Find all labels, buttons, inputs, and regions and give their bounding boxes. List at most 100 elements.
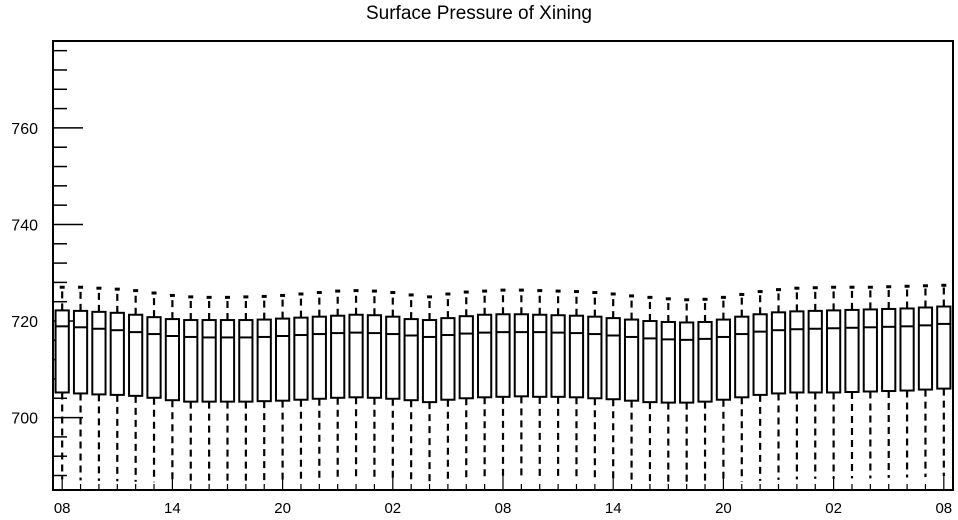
box-plot-item <box>734 292 750 482</box>
x-tick-label: 02 <box>384 500 401 517</box>
iqr-box <box>917 306 934 391</box>
box-plot-item <box>348 289 364 481</box>
box-plot-item <box>862 285 878 479</box>
x-tick-label: 02 <box>825 500 842 517</box>
box-plot-item <box>385 291 401 482</box>
iqr-box <box>330 314 346 399</box>
iqr-box <box>605 317 621 401</box>
iqr-box <box>183 319 199 403</box>
iqr-box <box>91 310 107 396</box>
box-plot-item <box>660 297 676 484</box>
box-plot-item <box>715 295 732 483</box>
box-plot-item <box>293 292 309 482</box>
y-tick-label: 740 <box>11 217 38 234</box>
iqr-box <box>403 318 419 402</box>
box-plot-item <box>219 295 236 484</box>
box-plot-item <box>366 289 383 481</box>
iqr-box <box>274 317 291 402</box>
iqr-box <box>54 309 70 394</box>
box-plot-item <box>477 289 493 481</box>
box-plot-item <box>330 289 346 481</box>
box-plot-item <box>183 295 199 484</box>
box-plot-item <box>752 290 768 481</box>
iqr-box <box>109 311 125 396</box>
iqr-box <box>826 309 842 394</box>
box-plot-item <box>403 293 419 482</box>
x-tick-label: 20 <box>715 500 732 517</box>
iqr-box <box>458 315 474 400</box>
box-plot-item <box>936 283 952 476</box>
iqr-box <box>293 316 309 401</box>
box-plot-item <box>311 291 327 482</box>
box-plot-item <box>128 289 144 482</box>
x-tick-label: 14 <box>605 500 622 517</box>
box-plot-item <box>201 295 217 484</box>
box-plot-item <box>826 285 842 479</box>
box-plot-item <box>109 287 125 482</box>
iqr-box <box>440 317 456 401</box>
iqr-box <box>72 309 89 395</box>
y-tick-label: 760 <box>11 121 38 138</box>
iqr-box <box>642 320 658 404</box>
box-series <box>54 283 952 484</box>
box-plot-item <box>623 294 640 483</box>
iqr-box <box>789 310 805 394</box>
iqr-box <box>679 321 695 404</box>
iqr-box <box>734 315 750 399</box>
box-plot-item <box>844 285 860 479</box>
box-plot-item <box>899 284 915 478</box>
iqr-box <box>201 319 217 403</box>
box-plot-item <box>274 293 291 483</box>
box-plot-item <box>458 290 474 482</box>
y-axis: 700 720 740 760 <box>11 49 83 477</box>
iqr-box <box>752 313 768 396</box>
box-plot-item <box>164 293 181 483</box>
iqr-box <box>128 313 144 397</box>
box-plot-item <box>679 298 695 484</box>
x-tick-label: 14 <box>164 500 181 517</box>
box-plot-item <box>91 286 107 481</box>
box-plot-item <box>421 295 438 483</box>
iqr-box <box>550 314 566 398</box>
box-plot-item <box>550 289 566 481</box>
iqr-box <box>587 315 603 400</box>
iqr-box <box>238 319 254 403</box>
box-plot-item <box>789 286 805 480</box>
iqr-box <box>311 315 327 400</box>
box-plot-item <box>917 284 934 477</box>
x-tick-label: 08 <box>54 500 71 517</box>
iqr-box <box>623 318 640 402</box>
iqr-box <box>366 314 383 399</box>
box-plot-item <box>256 294 272 483</box>
iqr-box <box>807 309 823 394</box>
iqr-box <box>495 313 511 398</box>
iqr-box <box>899 307 915 392</box>
iqr-box <box>936 305 952 390</box>
iqr-box <box>770 311 787 395</box>
box-plot-item <box>642 295 658 484</box>
box-plot-item <box>238 295 254 484</box>
x-tick-label: 08 <box>495 500 512 517</box>
box-plot-item <box>72 285 89 481</box>
iqr-box <box>146 316 162 399</box>
box-plot-item <box>587 291 603 482</box>
box-plot-item <box>146 291 162 483</box>
iqr-box <box>219 319 236 403</box>
iqr-box <box>348 313 364 399</box>
iqr-box <box>568 314 585 399</box>
iqr-box <box>421 319 438 404</box>
box-plot-item <box>568 290 585 482</box>
iqr-box <box>477 313 493 399</box>
iqr-box <box>881 307 897 393</box>
iqr-box <box>256 318 272 403</box>
iqr-box <box>164 318 181 402</box>
iqr-box <box>385 315 401 400</box>
iqr-box <box>660 320 676 404</box>
box-plot-item <box>605 292 621 483</box>
y-tick-label: 720 <box>11 314 38 331</box>
y-tick-label: 700 <box>11 411 38 428</box>
chart-title: Surface Pressure of Xining <box>365 3 592 24</box>
box-plot-item <box>495 288 511 481</box>
iqr-box <box>844 308 860 393</box>
